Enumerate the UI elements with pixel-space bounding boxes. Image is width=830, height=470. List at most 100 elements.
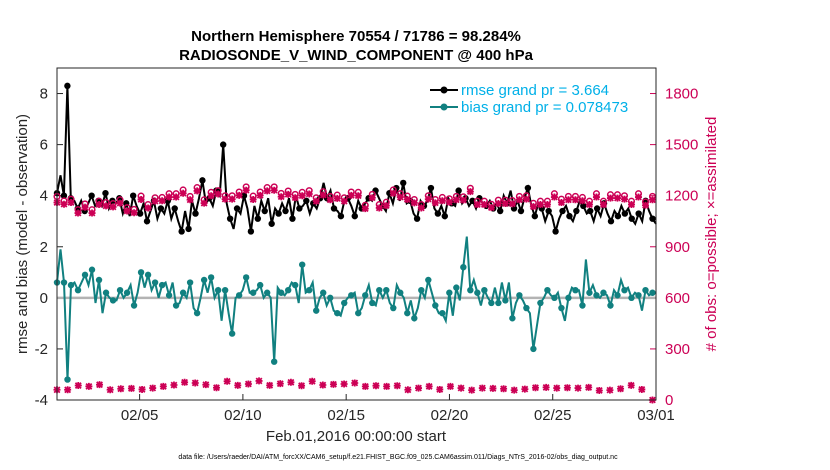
obs-count-point <box>170 381 178 389</box>
left-axis: -4 -2 0 2 4 6 8 <box>35 86 63 409</box>
obs-count-point <box>436 385 444 393</box>
obs-assimilated-point <box>522 195 530 203</box>
obs-count-point <box>489 384 497 392</box>
bias-point <box>123 289 131 296</box>
obs-assimilated-point <box>648 196 656 204</box>
obs-count-point <box>468 386 476 394</box>
obs-assimilated-point <box>340 197 348 205</box>
bias-point <box>586 289 593 296</box>
rmse-point <box>136 210 144 217</box>
rmse-point <box>282 207 289 215</box>
bias-point <box>390 304 397 312</box>
obs-count-point <box>574 384 582 392</box>
rmse-point <box>303 197 310 204</box>
x-tick-label: 02/10 <box>224 407 262 424</box>
obs-count-point <box>308 377 316 385</box>
obs-assimilated-point <box>88 209 96 217</box>
bias-point <box>544 286 551 294</box>
bias-point <box>607 302 614 309</box>
rmse-point <box>649 215 656 222</box>
obs-assimilated-point <box>186 196 194 204</box>
obs-assimilated-point <box>529 203 537 211</box>
y-tick-label-right: 0 <box>665 392 673 409</box>
bias-point <box>523 304 530 312</box>
obs-count-point <box>563 384 571 392</box>
bias-point <box>425 276 432 284</box>
y-tick-label-left: 2 <box>40 239 48 256</box>
obs-assimilated-point <box>214 190 222 198</box>
obs-assimilated-point <box>410 199 418 207</box>
bias-point <box>579 302 586 309</box>
bias-point <box>151 279 159 286</box>
obs-count-point <box>425 382 433 390</box>
y-tick-label-right: 1800 <box>665 86 698 103</box>
bias-point <box>341 299 348 307</box>
obs-assimilated-point <box>193 187 201 195</box>
obs-assimilated-point <box>319 191 327 199</box>
bias-point <box>235 292 243 299</box>
obs-count-point <box>340 380 348 388</box>
bias-point <box>474 289 481 296</box>
bias-point <box>502 297 509 304</box>
obs-assimilated-point <box>473 201 481 209</box>
obs-assimilated-point <box>172 193 180 201</box>
bias-point <box>130 302 138 309</box>
obs-count-point <box>96 381 104 389</box>
obs-assimilated-point <box>445 198 453 206</box>
obs-assimilated-point <box>60 200 68 208</box>
rmse-point <box>102 189 109 197</box>
bias-point <box>397 289 404 296</box>
obs-assimilated-point <box>368 194 376 202</box>
obs-count-point <box>159 382 167 390</box>
bias-point <box>628 294 635 302</box>
obs-assimilated-point <box>74 209 82 217</box>
obs-assimilated-point <box>571 196 579 204</box>
bias-point <box>193 309 201 317</box>
obs-assimilated-point <box>347 191 355 199</box>
bias-point <box>67 281 75 289</box>
x-tick-label: 02/15 <box>327 407 365 424</box>
rmse-point <box>621 210 629 217</box>
bias-point <box>165 292 173 299</box>
obs-assimilated-point <box>144 204 152 212</box>
obs-assimilated-point <box>508 200 516 208</box>
obs-count-point <box>138 385 146 393</box>
obs-count-point <box>351 379 359 387</box>
bias-point <box>495 299 502 307</box>
obs-assimilated-point <box>200 199 208 207</box>
bias-point <box>242 274 250 281</box>
obs-count-point <box>319 381 327 389</box>
obs-count-point <box>64 386 72 394</box>
bias-point <box>565 294 572 302</box>
bias-point <box>334 309 341 317</box>
obs-assimilated-point <box>228 195 236 203</box>
rmse-point <box>573 207 580 215</box>
rmse-point <box>593 205 601 212</box>
obs-count-point <box>266 381 274 389</box>
obs-assimilated-point <box>564 196 572 204</box>
legend-bias-label: bias grand pr = 0.078473 <box>461 99 628 116</box>
obs-assimilated-point <box>494 200 502 208</box>
obs-assimilated-point <box>277 193 285 201</box>
y-tick-label-left: 0 <box>40 290 48 307</box>
obs-assimilated-point <box>102 202 110 210</box>
obs-assimilated-point <box>221 195 229 203</box>
x-tick-label: 03/01 <box>637 407 675 424</box>
y-tick-label-right: 1200 <box>665 188 698 205</box>
rmse-point <box>372 187 379 194</box>
obs-count-point <box>553 384 561 392</box>
bias-point <box>614 292 621 299</box>
bias-point <box>214 286 222 294</box>
bias-point <box>144 271 152 279</box>
bias-point <box>404 309 411 317</box>
bias-point <box>460 264 467 271</box>
bias-point <box>256 281 264 289</box>
obs-assimilated-point <box>620 195 628 203</box>
obs-count-point <box>298 382 306 390</box>
rmse-point <box>64 82 71 90</box>
obs-assimilated-point <box>333 194 341 202</box>
obs-assimilated-point <box>634 193 642 201</box>
obs-count-point <box>181 378 189 386</box>
obs-count-point <box>287 378 295 386</box>
